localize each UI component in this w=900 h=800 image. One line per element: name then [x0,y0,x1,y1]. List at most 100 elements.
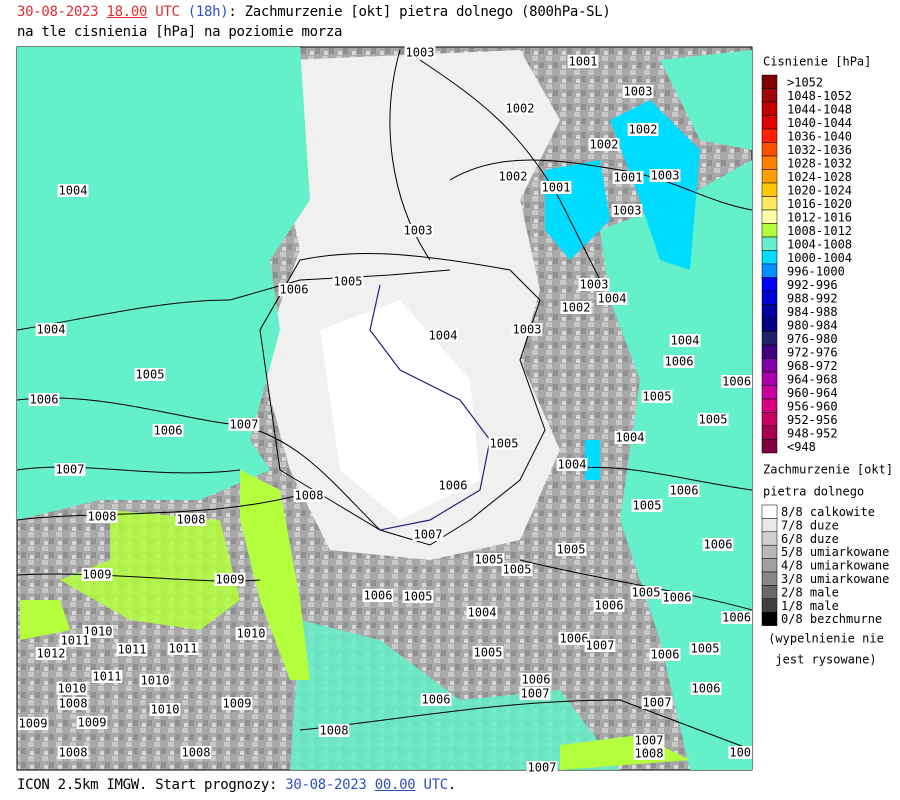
isobar-label-bg [362,589,394,602]
isobar-label-bg [437,479,469,492]
isobar-label-bg [697,413,729,426]
isobar-label-bg [81,568,113,581]
legend-swatch [761,331,778,346]
isobar-label: 1005 [632,586,661,600]
legend-swatch [761,101,778,116]
isobar-label-bg [473,553,505,566]
isobar-label-bg [633,747,665,760]
start-hour: 00.00 [374,777,416,793]
legend-label: 1/8 male [781,599,839,613]
isobar-label-bg [520,673,552,686]
lead-time: (18h) [187,4,229,20]
isobar-label: 1005 [404,590,433,604]
legend-swatch [761,250,778,265]
legend-note: (wypelnienie nie [768,632,884,646]
legend-swatch [761,155,778,170]
utc: UTC [155,4,180,20]
legend-label: 952-956 [787,413,838,427]
map [16,46,753,771]
legend-swatch [761,518,778,533]
isobar-label-bg [560,301,592,314]
isobar-label-bg [228,418,260,431]
legend-label: 972-976 [787,345,838,359]
isobar-label-bg [180,746,212,759]
legend-label: 956-960 [787,399,838,413]
isobar-label-bg [57,697,89,710]
isobar-label: 1007 [414,528,443,542]
isobar-label-bg [57,746,89,759]
legend-swatch [761,182,778,197]
legend-swatch [761,115,778,130]
isobar-label-bg [588,138,620,151]
isobar-label-bg [556,458,588,471]
footer-end: . [447,777,457,793]
isobar-label-bg [690,682,722,695]
isobar-label: 1002 [629,123,658,137]
legend-label: <948 [787,440,816,454]
isobar-label-bg [702,538,734,551]
isobar-label-bg [488,437,520,450]
isobar-label-bg [721,375,752,388]
isobar-label-bg [28,393,60,406]
isobar-label: 1006 [154,424,183,438]
isobar-label: 1011 [93,670,122,684]
isobar-label: 1004 [37,323,66,337]
legend-label: 1012-1016 [787,210,852,224]
isobar-label-bg [663,355,695,368]
isobar-label-bg [612,171,644,184]
isobar-label-bg [540,181,572,194]
isobar-label-bg [630,586,662,599]
isobar-label-bg [59,634,91,647]
start-date: 30-08-2023 [285,777,367,793]
isobar-label: 1003 [624,85,653,99]
isobar-label-bg [501,563,533,576]
isobar-label: 1010 [58,682,87,696]
legend-label: 3/8 umiarkowane [781,572,889,586]
isobar-label: 1004 [616,431,645,445]
isobar-label: 1002 [499,170,528,184]
legend-swatch [761,412,778,427]
isobar-label-bg [221,697,253,710]
isobar-label-bg [427,329,459,342]
title: : Zachmurzenie [okt] pietra dolnego (800… [228,4,611,20]
legend-note: jest rysowane) [775,653,876,667]
isobar-label: 1002 [506,102,535,116]
isobar-label: 1005 [643,390,672,404]
isobar-label: 1005 [334,275,363,289]
legend-label: 976-980 [787,332,838,346]
isobar-label-bg [668,484,700,497]
isobar-label-bg [167,642,199,655]
legend-label: 996-1000 [787,264,845,278]
isobar-label: 1006 [439,479,468,493]
isobar-label-bg [633,734,665,747]
legend-label: 984-988 [787,305,838,319]
isobar-label-bg [402,590,434,603]
legend-label: 948-952 [787,426,838,440]
isobar-label-bg [526,761,558,774]
isobar-label: 1005 [474,646,503,660]
isobar-label-bg [555,543,587,556]
date: 30-08-2023 [17,4,99,20]
isobar-label: 1010 [237,627,266,641]
legend-label: 5/8 umiarkowane [781,545,889,559]
legend-swatch [761,142,778,157]
isobar-label: 1006 [670,484,699,498]
isobar-label: 1006 [280,283,309,297]
isobar-label-bg [622,85,654,98]
isobar-label-bg [649,648,681,661]
isobar-label: 1008 [59,697,88,711]
legend-swatch [761,304,778,319]
isobar-label-bg [611,204,643,217]
isobar-label: 1005 [475,553,504,567]
legend-swatch [761,277,778,292]
isobar-label: 1001 [569,55,598,69]
isobar-label: 1004 [468,606,497,620]
isobar-label-bg [689,642,721,655]
isobar-label: 1005 [691,642,720,656]
isobar-label: 1005 [490,437,519,451]
isobar-label: 1003 [513,323,542,337]
isobar-label: 1008 [88,510,117,524]
isobar-label: 1009 [19,717,48,731]
legend-label: 1036-1040 [787,129,852,143]
